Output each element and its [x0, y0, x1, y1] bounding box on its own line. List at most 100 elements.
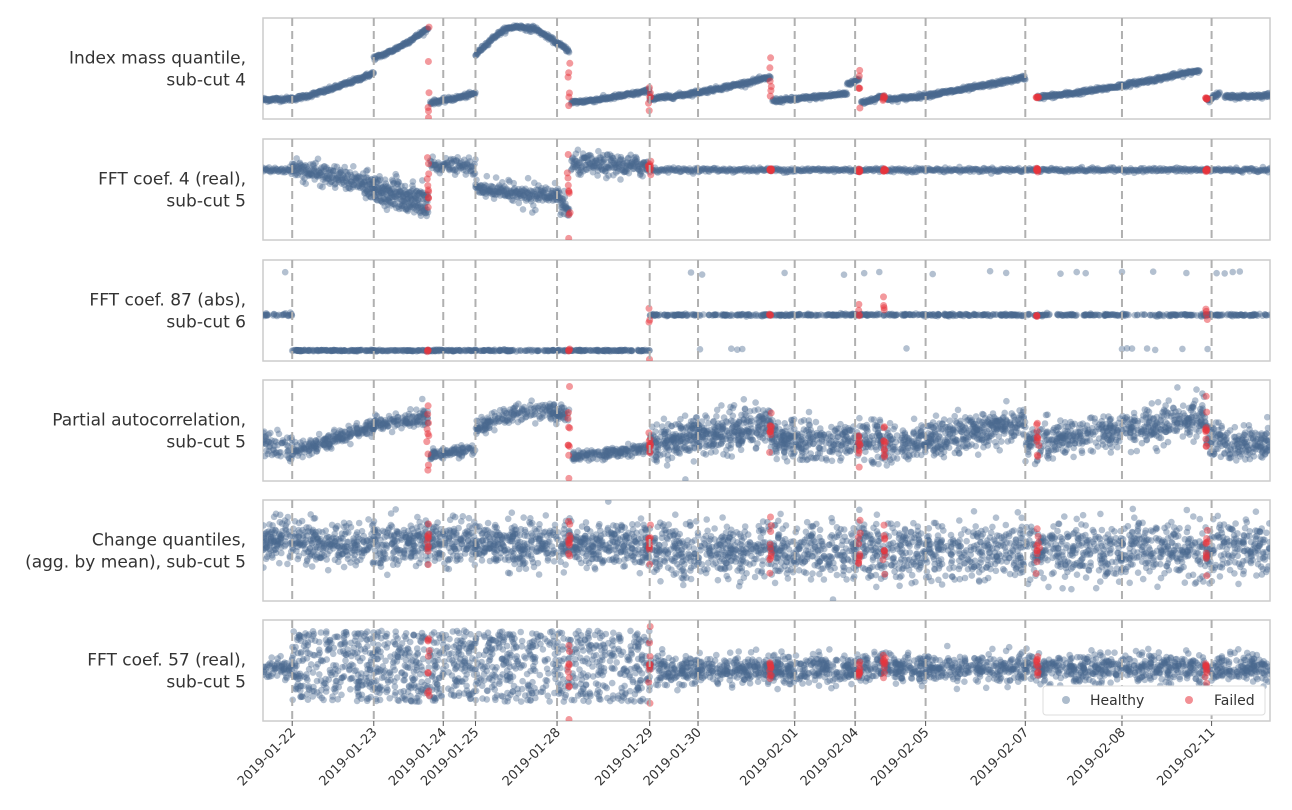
healthy-point: [586, 96, 594, 103]
healthy-point: [512, 24, 520, 32]
healthy-point: [343, 79, 351, 86]
healthy-point: [619, 92, 627, 99]
healthy-point: [829, 91, 836, 99]
healthy-point: [1142, 77, 1150, 84]
healthy-point: [564, 47, 572, 54]
healthy-point: [892, 95, 899, 103]
healthy-point: [419, 28, 427, 35]
healthy-point: [343, 80, 350, 87]
healthy-point: [775, 96, 782, 103]
healthy-point: [269, 95, 277, 102]
healthy-point: [536, 27, 543, 35]
healthy-point: [1149, 78, 1157, 86]
healthy-point: [316, 87, 324, 95]
healthy-point: [1163, 73, 1170, 81]
healthy-point: [748, 78, 756, 85]
healthy-point: [583, 97, 591, 105]
healthy-point: [1048, 90, 1056, 97]
failed-point: [424, 182, 432, 190]
healthy-point: [706, 88, 713, 95]
healthy-point: [839, 91, 846, 98]
healthy-point: [390, 46, 398, 54]
healthy-point: [907, 93, 915, 100]
healthy-point: [1097, 85, 1105, 93]
healthy-point: [509, 25, 516, 32]
healthy-point: [585, 97, 592, 104]
healthy-point: [957, 87, 964, 94]
healthy-point: [300, 92, 308, 99]
healthy-point: [868, 95, 875, 102]
healthy-point: [1077, 88, 1084, 96]
healthy-point: [852, 77, 859, 85]
healthy-point: [401, 40, 409, 47]
healthy-point: [1021, 75, 1029, 82]
healthy-point: [992, 81, 999, 89]
healthy-point: [978, 81, 985, 89]
healthy-point: [1168, 74, 1175, 82]
healthy-point: [1180, 68, 1188, 76]
healthy-point: [1181, 70, 1188, 77]
healthy-point: [1127, 78, 1134, 86]
healthy-point: [558, 41, 565, 49]
healthy-point: [273, 94, 280, 102]
healthy-point: [692, 90, 700, 98]
healthy-point: [1169, 70, 1177, 77]
healthy-point: [807, 94, 815, 101]
healthy-point: [581, 347, 589, 355]
healthy-point: [632, 89, 640, 96]
healthy-point: [841, 89, 849, 97]
healthy-point: [1019, 72, 1026, 80]
healthy-point: [492, 174, 500, 181]
failed-point: [566, 59, 574, 67]
healthy-point: [1103, 86, 1111, 94]
healthy-point: [531, 24, 539, 32]
healthy-point: [851, 77, 859, 85]
healthy-point: [1186, 68, 1193, 76]
healthy-point: [795, 96, 802, 104]
healthy-point: [983, 81, 990, 89]
healthy-point: [1093, 84, 1100, 91]
healthy-point: [784, 95, 791, 103]
healthy-point: [443, 96, 451, 104]
healthy-point: [300, 93, 307, 101]
healthy-point: [736, 82, 743, 89]
healthy-point: [732, 81, 740, 89]
healthy-point: [933, 91, 941, 99]
healthy-point: [317, 89, 325, 96]
healthy-point: [670, 95, 677, 103]
healthy-point: [380, 52, 387, 59]
healthy-point: [989, 79, 997, 87]
healthy-point: [1142, 76, 1150, 84]
healthy-point: [509, 24, 517, 32]
healthy-point: [377, 53, 385, 61]
healthy-point: [426, 98, 434, 106]
healthy-point: [608, 94, 615, 101]
healthy-point: [293, 94, 301, 101]
healthy-point: [723, 85, 730, 92]
healthy-point: [909, 92, 917, 100]
healthy-point: [1161, 73, 1169, 81]
healthy-point: [707, 86, 715, 94]
healthy-point: [342, 81, 350, 89]
healthy-point: [780, 96, 787, 104]
healthy-point: [584, 98, 592, 105]
healthy-point: [1134, 78, 1141, 86]
failed-point: [565, 69, 573, 77]
healthy-point: [984, 81, 991, 88]
healthy-point: [319, 86, 327, 93]
healthy-point: [301, 94, 309, 102]
healthy-point: [604, 94, 612, 102]
healthy-point: [351, 76, 358, 83]
healthy-point: [1165, 74, 1172, 81]
healthy-point: [681, 91, 689, 98]
healthy-point: [660, 92, 667, 100]
healthy-point: [419, 28, 426, 36]
healthy-point: [496, 30, 504, 37]
healthy-point: [290, 347, 297, 354]
healthy-point: [617, 91, 624, 99]
healthy-point: [801, 95, 808, 102]
healthy-point: [600, 95, 608, 103]
healthy-point: [519, 23, 527, 31]
healthy-point: [970, 83, 978, 91]
healthy-point: [1076, 91, 1084, 98]
